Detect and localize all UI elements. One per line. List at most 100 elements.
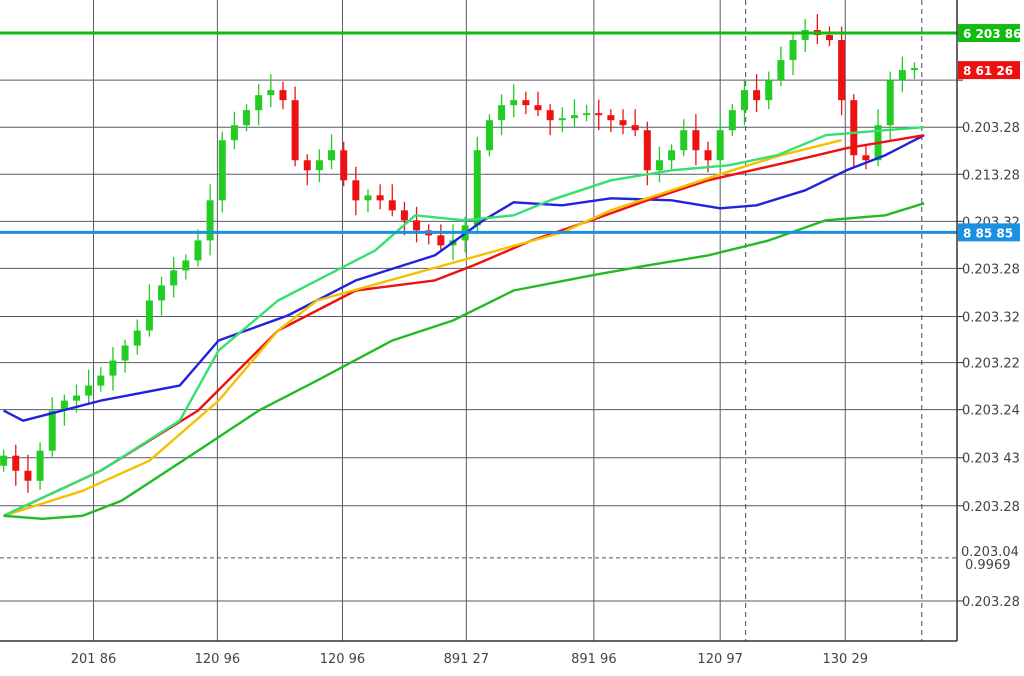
y-tick-label: 0.203.28 [962,262,1020,277]
current-price-tag-label: 8 61 26 [963,64,1013,78]
x-tick-label: 891 27 [444,652,490,667]
candle-up [898,70,906,81]
candle-up [243,110,251,126]
candle-up [558,118,566,121]
candle-up [255,95,263,111]
moving-average-line [3,202,925,520]
candle-up [60,400,68,411]
x-tick-label: 120 96 [195,652,241,667]
candle-up [230,125,238,141]
moving-average-line [3,134,925,422]
candle-up [570,115,578,119]
candle-down [388,200,396,211]
y-tick-label: 0.203 43 [962,452,1020,467]
candle-up [910,68,918,71]
y-tick-label: 0.203.24 [962,404,1020,419]
y-tick-label: 0.213.28 [962,168,1020,183]
candle-up [97,375,105,386]
y-tick-label: 0.203.28 [962,500,1020,515]
candle-up [133,330,141,346]
candle-up [315,160,323,171]
candle-down [437,235,445,246]
candle-up [121,345,129,361]
candle-up [473,150,481,226]
candle-up [170,270,178,286]
candle-down [838,40,846,101]
candle-up [510,100,518,106]
candle-down [643,130,651,171]
candle-up [206,200,214,241]
candle-down [12,455,20,471]
x-tick-label: 891 96 [571,652,617,667]
candle-up [801,30,809,41]
candle-down [400,210,408,221]
candle-down [534,105,542,111]
x-tick-label: 201 86 [71,652,117,667]
candle-down [413,220,421,231]
candle-up [73,395,81,401]
candle-up [886,80,894,126]
candle-up [655,160,663,171]
candle-down [850,100,858,156]
candle-up [777,60,785,81]
candle-down [303,160,311,171]
candle-down [595,113,603,116]
candle-up [728,110,736,131]
candle-up [668,150,676,161]
candle-up [182,260,190,271]
price-tag-bg [958,24,1020,43]
candle-up [85,385,93,396]
candle-up [36,450,44,481]
x-tick-label: 120 96 [320,652,366,667]
y-tick-label: 0.203.28 [962,595,1020,610]
candle-up [740,90,748,111]
dashed-hline-sublabel: 0.9969 [965,558,1011,573]
candle-up [765,80,773,101]
candle-up [218,140,226,201]
candle-down [607,115,615,121]
candle-down [862,155,870,161]
moving-average-line [3,134,925,517]
candle-up [583,113,591,116]
dashed-hline-label: 0.203.04 [961,545,1019,560]
candle-up [789,40,797,61]
candle-up [485,120,493,151]
y-tick-label: 0.203.22 [962,357,1020,372]
price-tag-label: 6 203 86 [963,27,1021,41]
candle-up [194,240,202,261]
candle-up [716,130,724,161]
candle-down [340,150,348,181]
candle-up [48,410,56,451]
candle-down [522,100,530,106]
candle-up [267,90,275,96]
candle-down [692,130,700,151]
candle-up [680,130,688,151]
candle-down [291,100,299,161]
y-tick-label: 0.203.32 [962,310,1020,325]
current-price-tag-bg [958,61,1020,80]
candle-down [546,110,554,121]
candle-down [376,195,384,201]
candle-up [364,195,372,201]
candle-down [704,150,712,161]
candle-down [753,90,761,101]
candle-down [631,125,639,131]
price-tag-label: 8 85 85 [963,226,1013,240]
candle-up [109,360,117,376]
x-tick-label: 120 97 [697,652,743,667]
candle-up [145,300,153,331]
x-tick-label: 130 29 [823,652,869,667]
candle-up [498,105,506,121]
moving-average-line [3,126,925,517]
candle-down [352,180,360,201]
candle-down [279,90,287,101]
candle-up [158,285,166,301]
price-tag-bg [958,223,1020,242]
candle-up [0,455,8,466]
candle-down [24,470,32,481]
candle-down [825,35,833,41]
candle-down [619,120,627,126]
candle-up [328,150,336,161]
moving-average-line [3,139,842,517]
